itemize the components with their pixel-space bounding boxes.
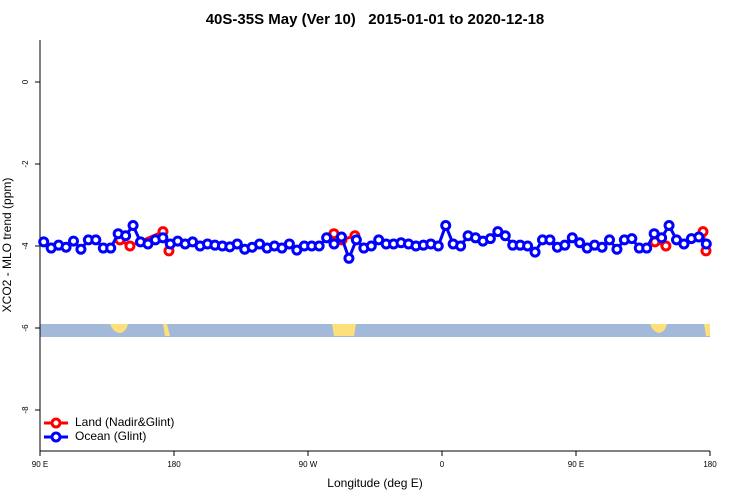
point [574,237,586,249]
point [455,240,467,252]
y-tick-label: 0 [21,79,30,84]
point [328,238,340,250]
y-tick-label: -8 [21,406,30,414]
legend-label: Land (Nadir&Glint) [75,415,174,429]
point [313,240,325,252]
y-axis-label: XCO2 - MLO trend (ppm) [0,178,14,313]
point [283,238,295,250]
point [231,238,243,250]
point [321,232,333,244]
y-tick-label: -2 [21,160,30,168]
point [68,235,79,247]
point [440,220,452,231]
land-blob [110,324,128,333]
point [38,236,50,248]
x-tick-label: 180 [703,460,717,469]
point [678,238,690,250]
point [700,238,712,250]
point [60,241,72,253]
point [365,240,377,252]
point [626,233,638,245]
land-blob [704,324,710,336]
x-tick-label: 90 E [32,460,48,469]
point [641,242,653,254]
point [157,232,169,244]
y-tick-label: -6 [21,324,30,332]
point [484,233,496,245]
x-tick-label: 90 E [568,460,584,469]
legend-label: Ocean (Glint) [75,429,146,443]
legend-marker [50,417,62,429]
point [105,242,117,254]
point [693,231,705,243]
point [127,220,139,231]
y-tick-label: -4 [21,242,30,250]
x-tick-label: 90 W [299,460,318,469]
point [559,239,571,251]
point [544,234,556,246]
point [604,234,615,246]
point [75,243,87,255]
point [343,252,355,264]
map-strip [40,324,710,337]
land-blob [650,324,667,333]
point [522,240,534,252]
x-tick-label: 180 [167,460,181,469]
point [529,246,541,258]
land-blob [163,324,170,336]
point [611,243,623,255]
x-axis-label: Longitude (deg E) [327,476,422,490]
point [90,234,102,246]
point [120,230,132,242]
x-tick-label: 0 [440,460,445,469]
point [656,232,668,244]
legend-marker [50,431,62,443]
point [499,230,511,242]
point [660,240,672,252]
chart-title: 40S-35S May (Ver 10) 2015-01-01 to 2020-… [206,11,545,28]
point [663,220,675,231]
point [124,240,136,252]
point [596,241,608,253]
point [350,234,362,246]
point [432,240,444,252]
land-blob [332,324,356,336]
point [336,231,347,243]
ocean-strip [40,324,710,337]
point [566,232,578,244]
